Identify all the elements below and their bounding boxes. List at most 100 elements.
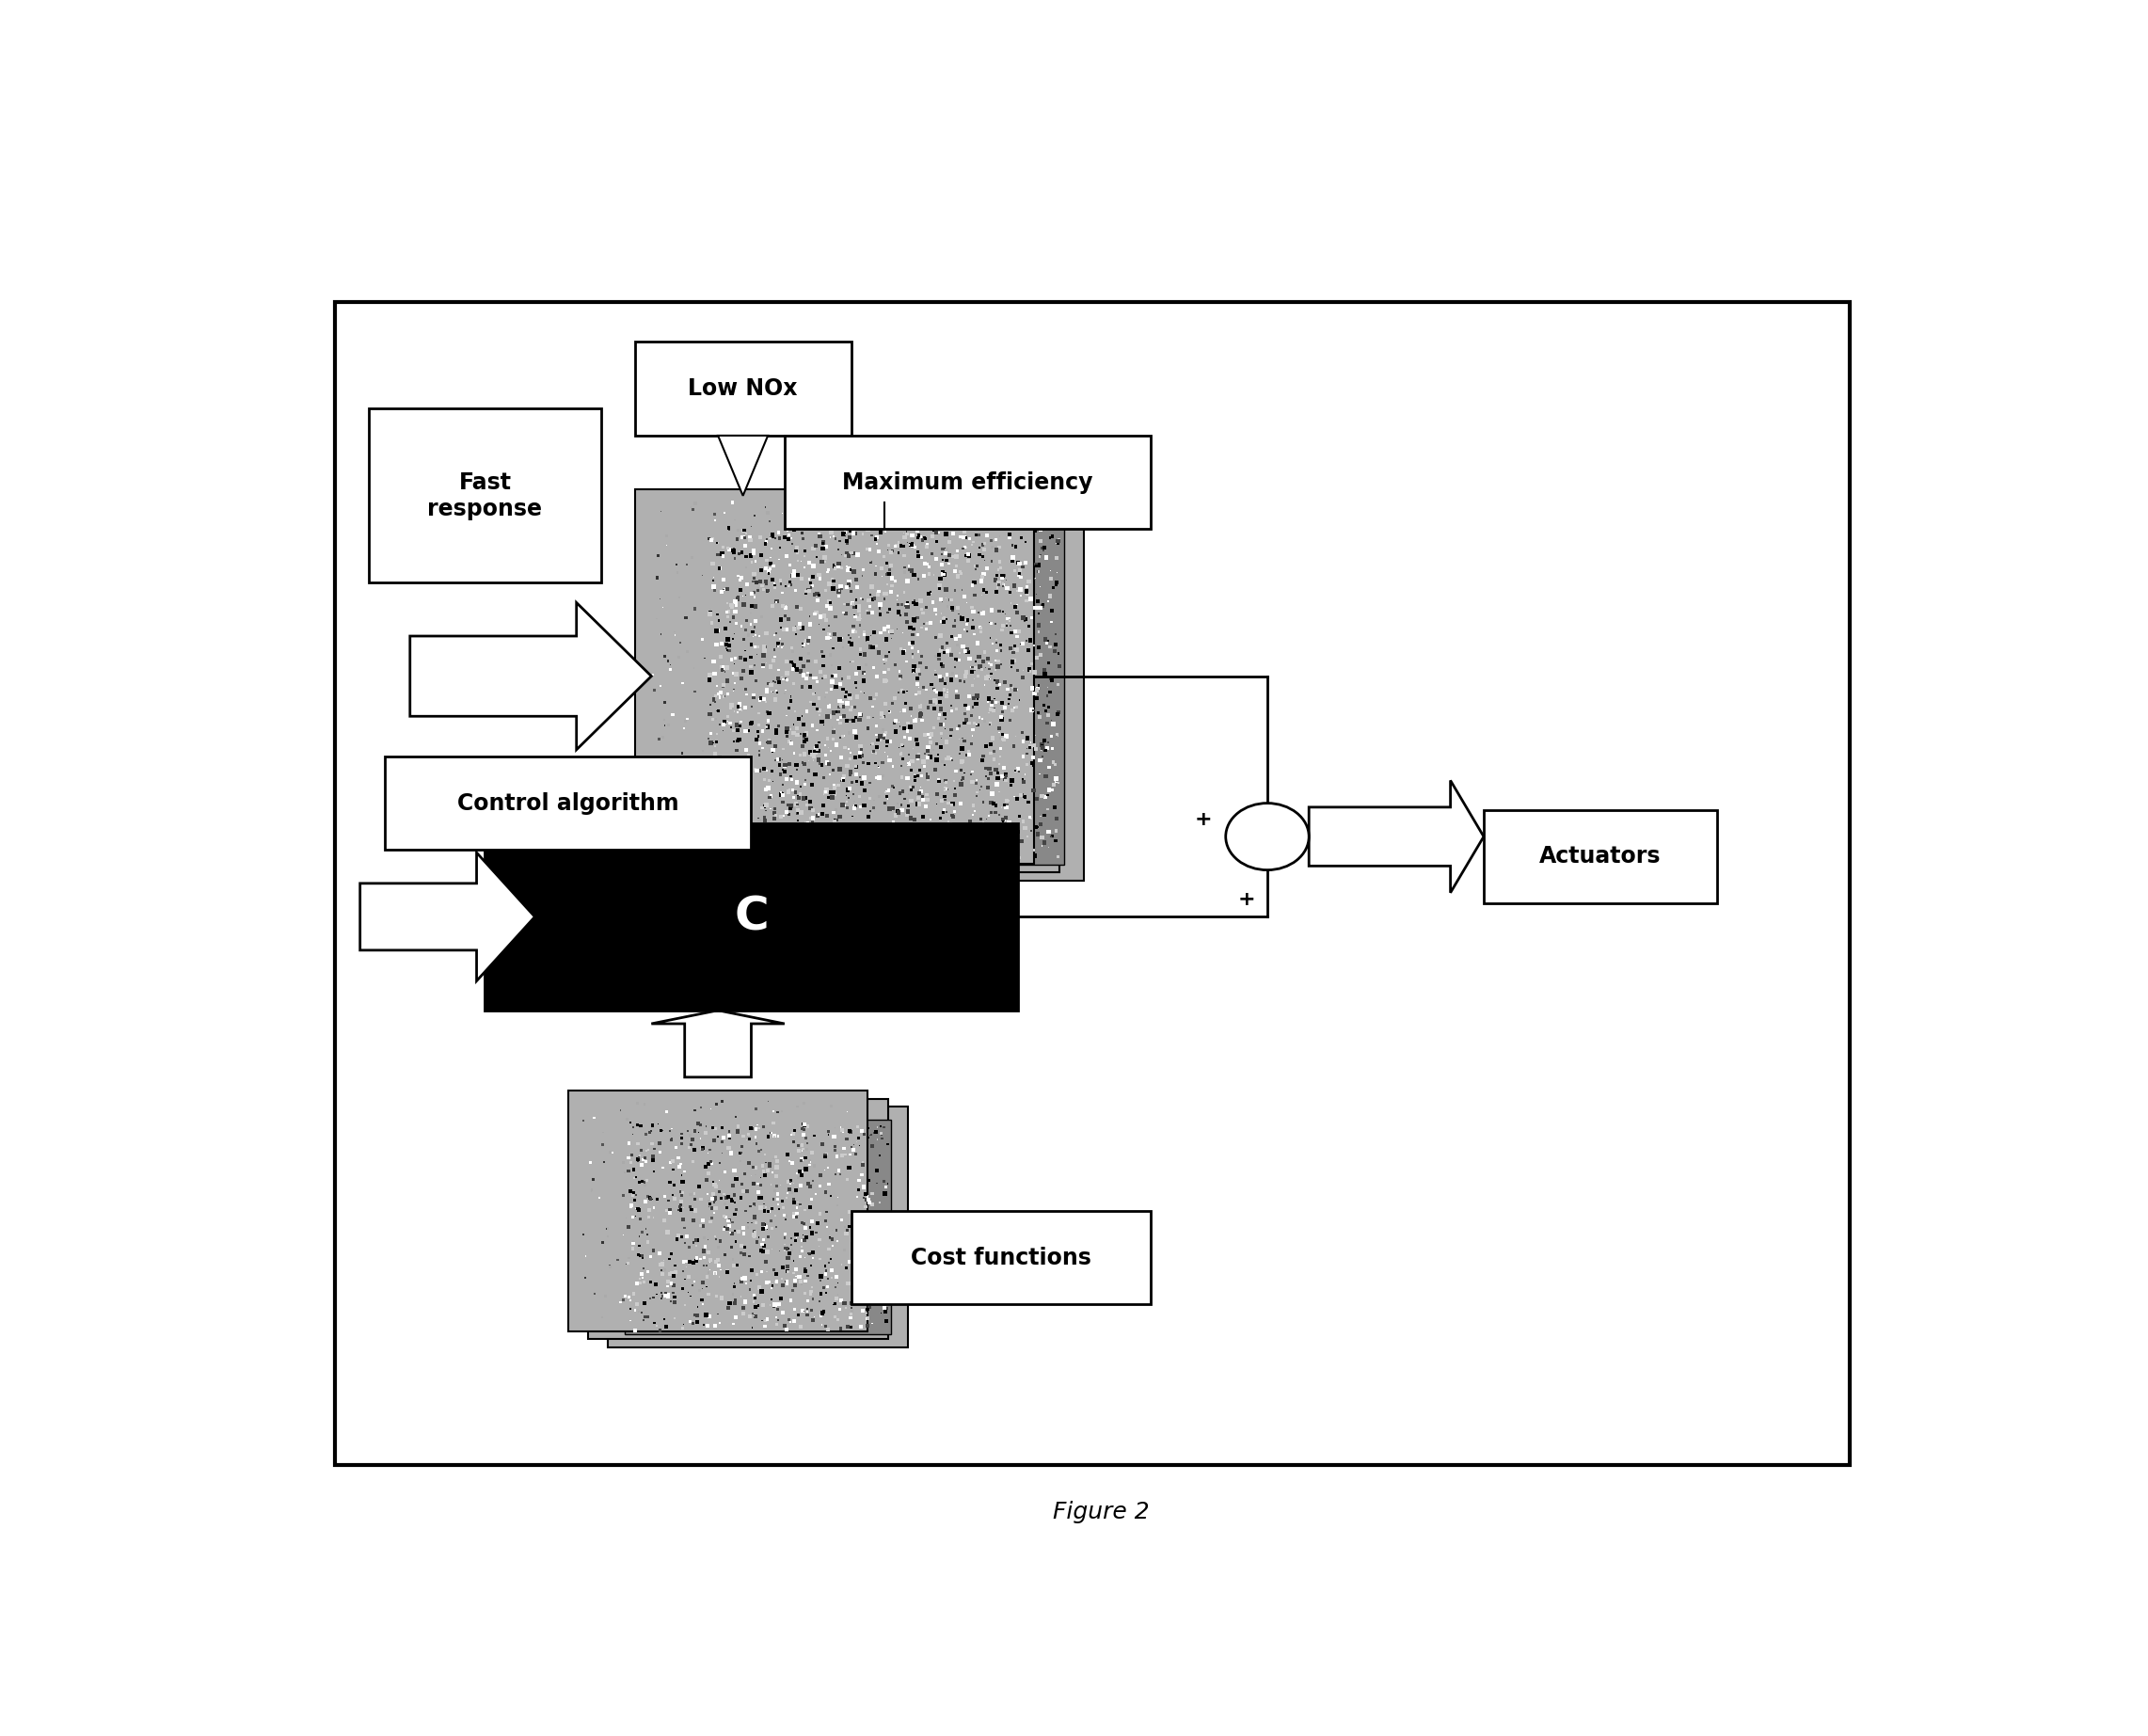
Point — [934, 623, 969, 651]
Point — [967, 536, 1001, 564]
Point — [924, 667, 958, 694]
Point — [696, 1189, 730, 1217]
Point — [773, 1231, 808, 1259]
Point — [995, 589, 1029, 616]
Point — [859, 1234, 894, 1262]
Point — [692, 1281, 726, 1309]
Point — [838, 833, 872, 861]
Point — [842, 595, 876, 623]
Point — [1040, 700, 1074, 727]
Point — [578, 1279, 612, 1307]
Point — [866, 762, 900, 790]
Point — [979, 689, 1014, 717]
Point — [728, 1118, 763, 1146]
Point — [1010, 823, 1044, 851]
Point — [848, 1299, 883, 1326]
Point — [786, 818, 821, 845]
Point — [717, 597, 752, 625]
Point — [984, 724, 1018, 752]
Point — [913, 759, 947, 786]
Point — [911, 786, 945, 814]
Point — [919, 691, 954, 719]
Point — [926, 561, 960, 589]
Point — [702, 684, 737, 712]
Point — [827, 1135, 861, 1163]
Point — [737, 613, 771, 641]
Point — [924, 540, 958, 568]
Point — [952, 542, 986, 569]
Point — [816, 620, 851, 648]
Point — [760, 1311, 795, 1338]
Point — [765, 630, 799, 658]
Point — [997, 618, 1031, 646]
Point — [844, 562, 879, 590]
Point — [690, 762, 724, 790]
Point — [700, 529, 735, 557]
Point — [934, 828, 969, 856]
Point — [842, 594, 876, 621]
Point — [743, 741, 778, 769]
Point — [937, 594, 971, 621]
Point — [698, 686, 732, 713]
Point — [769, 648, 803, 675]
Point — [773, 1305, 808, 1333]
Point — [797, 705, 831, 733]
Point — [775, 514, 810, 542]
Point — [758, 642, 793, 670]
Point — [870, 783, 904, 811]
Point — [647, 642, 681, 670]
Point — [881, 531, 915, 559]
Point — [574, 1177, 608, 1205]
Point — [904, 587, 939, 615]
Point — [717, 1201, 752, 1229]
Point — [827, 675, 861, 703]
Point — [732, 526, 767, 554]
Point — [690, 825, 724, 852]
Point — [986, 611, 1020, 639]
Point — [629, 1160, 664, 1187]
Point — [758, 752, 793, 779]
Point — [724, 566, 758, 594]
Point — [838, 1278, 872, 1305]
Point — [829, 781, 863, 809]
Point — [999, 757, 1033, 785]
Point — [887, 715, 921, 743]
Point — [793, 1240, 827, 1267]
Point — [696, 720, 730, 748]
Point — [919, 790, 954, 818]
Point — [829, 679, 863, 707]
Point — [810, 1316, 844, 1344]
Point — [1027, 533, 1061, 561]
Point — [952, 540, 986, 568]
Point — [808, 576, 842, 604]
Point — [846, 620, 881, 648]
Point — [988, 804, 1022, 832]
Point — [995, 648, 1029, 675]
Point — [730, 571, 765, 599]
Point — [827, 590, 861, 618]
Point — [853, 592, 887, 620]
Point — [988, 694, 1022, 722]
Point — [909, 649, 943, 677]
Point — [911, 764, 945, 792]
Point — [773, 816, 808, 844]
Point — [752, 576, 786, 604]
Point — [754, 1234, 788, 1262]
Point — [818, 661, 853, 689]
Point — [797, 552, 831, 580]
Point — [765, 615, 799, 642]
Point — [941, 594, 975, 621]
Point — [765, 1285, 799, 1312]
Point — [926, 712, 960, 740]
Point — [911, 748, 945, 776]
Point — [1031, 589, 1065, 616]
Point — [909, 675, 943, 703]
Point — [806, 792, 840, 819]
Point — [778, 505, 812, 533]
Point — [625, 1241, 659, 1269]
Point — [756, 621, 790, 649]
Point — [846, 521, 881, 549]
Point — [812, 620, 846, 648]
Point — [1007, 769, 1042, 797]
Point — [810, 748, 844, 776]
